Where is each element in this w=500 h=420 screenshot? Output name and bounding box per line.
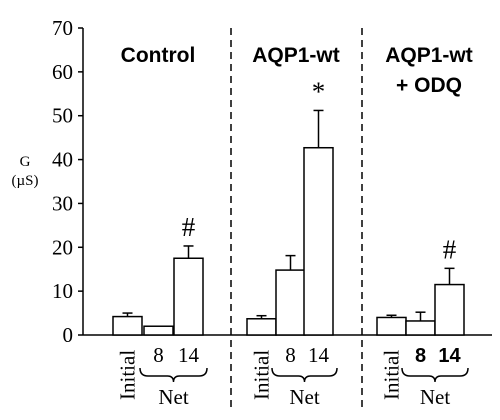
group-brace — [271, 367, 338, 383]
y-axis-label: (µS) — [12, 173, 39, 189]
y-tick-label: 50 — [52, 104, 73, 128]
group-label: Net — [158, 385, 188, 409]
y-tick-label: 60 — [52, 60, 73, 84]
significance-marker: # — [182, 212, 196, 242]
panel: Control # Initial 8 14 Net — [112, 44, 208, 409]
significance-marker: # — [443, 234, 457, 264]
category-label: 8 — [153, 343, 164, 367]
y-tick-label: 10 — [52, 279, 73, 303]
group-label: Net — [420, 385, 450, 409]
y-tick-label: 30 — [52, 191, 73, 215]
y-tick-label: 20 — [52, 235, 73, 259]
panel-title: + ODQ — [396, 74, 462, 97]
panel: AQP1-wt * Initial 8 14 Net — [246, 44, 340, 409]
panel-title: AQP1-wt — [385, 44, 473, 67]
category-label: 14 — [438, 345, 461, 367]
group-brace — [401, 367, 469, 383]
bar — [303, 146, 334, 336]
panel-title: Control — [121, 44, 196, 67]
y-tick-label: 70 — [52, 16, 73, 40]
bar — [275, 269, 306, 336]
group-brace — [139, 367, 208, 383]
bar — [143, 325, 174, 336]
category-label: Initial — [250, 350, 274, 400]
y-tick-label: 0 — [63, 323, 74, 347]
y-axis-label: G — [20, 154, 31, 170]
axes: 0 10 20 30 40 50 60 70 G (µS) — [12, 16, 492, 412]
group-label: Net — [289, 385, 319, 409]
bar — [405, 320, 436, 336]
category-label: 8 — [285, 343, 296, 367]
category-label: Initial — [116, 350, 140, 400]
category-label: 14 — [308, 343, 330, 367]
category-label: 8 — [415, 345, 426, 367]
panels: Control # Initial 8 14 Net AQP1-wt * Initial 8 14 N… — [112, 44, 473, 409]
category-label: Initial — [380, 350, 404, 400]
y-tick-label: 40 — [52, 148, 73, 172]
bar — [112, 315, 143, 336]
category-label: 14 — [178, 343, 200, 367]
bar — [173, 257, 204, 336]
bar — [246, 318, 277, 336]
bar — [434, 283, 465, 336]
panel-title: AQP1-wt — [252, 44, 340, 67]
panel: AQP1-wt + ODQ # Initial 8 14 Net — [376, 44, 473, 409]
significance-marker: * — [312, 76, 326, 106]
bar — [376, 316, 407, 336]
